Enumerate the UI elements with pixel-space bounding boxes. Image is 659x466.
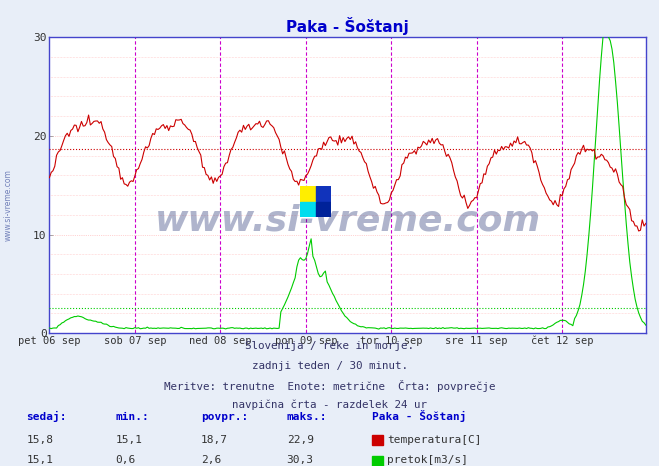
Bar — [300, 201, 316, 217]
Text: navpična črta - razdelek 24 ur: navpična črta - razdelek 24 ur — [232, 400, 427, 411]
Text: 15,1: 15,1 — [26, 455, 53, 465]
Text: povpr.:: povpr.: — [201, 412, 248, 422]
Text: Paka - Šoštanj: Paka - Šoštanj — [372, 411, 467, 422]
Text: pretok[m3/s]: pretok[m3/s] — [387, 455, 468, 465]
Text: www.si-vreme.com: www.si-vreme.com — [3, 169, 13, 241]
Text: 0,6: 0,6 — [115, 455, 136, 465]
Bar — [316, 186, 331, 201]
Text: temperatura[C]: temperatura[C] — [387, 435, 481, 445]
Bar — [300, 186, 316, 201]
Text: zadnji teden / 30 minut.: zadnji teden / 30 minut. — [252, 361, 407, 370]
Text: min.:: min.: — [115, 412, 149, 422]
Text: www.si-vreme.com: www.si-vreme.com — [155, 204, 540, 238]
Text: 22,9: 22,9 — [287, 435, 314, 445]
Bar — [316, 201, 331, 217]
Text: Slovenija / reke in morje.: Slovenija / reke in morje. — [245, 341, 414, 351]
Text: 15,8: 15,8 — [26, 435, 53, 445]
Text: sedaj:: sedaj: — [26, 411, 67, 422]
Text: 18,7: 18,7 — [201, 435, 228, 445]
Text: 2,6: 2,6 — [201, 455, 221, 465]
Title: Paka - Šoštanj: Paka - Šoštanj — [286, 17, 409, 35]
Text: 30,3: 30,3 — [287, 455, 314, 465]
Text: Meritve: trenutne  Enote: metrične  Črta: povprečje: Meritve: trenutne Enote: metrične Črta: … — [163, 380, 496, 392]
Text: maks.:: maks.: — [287, 412, 327, 422]
Text: 15,1: 15,1 — [115, 435, 142, 445]
